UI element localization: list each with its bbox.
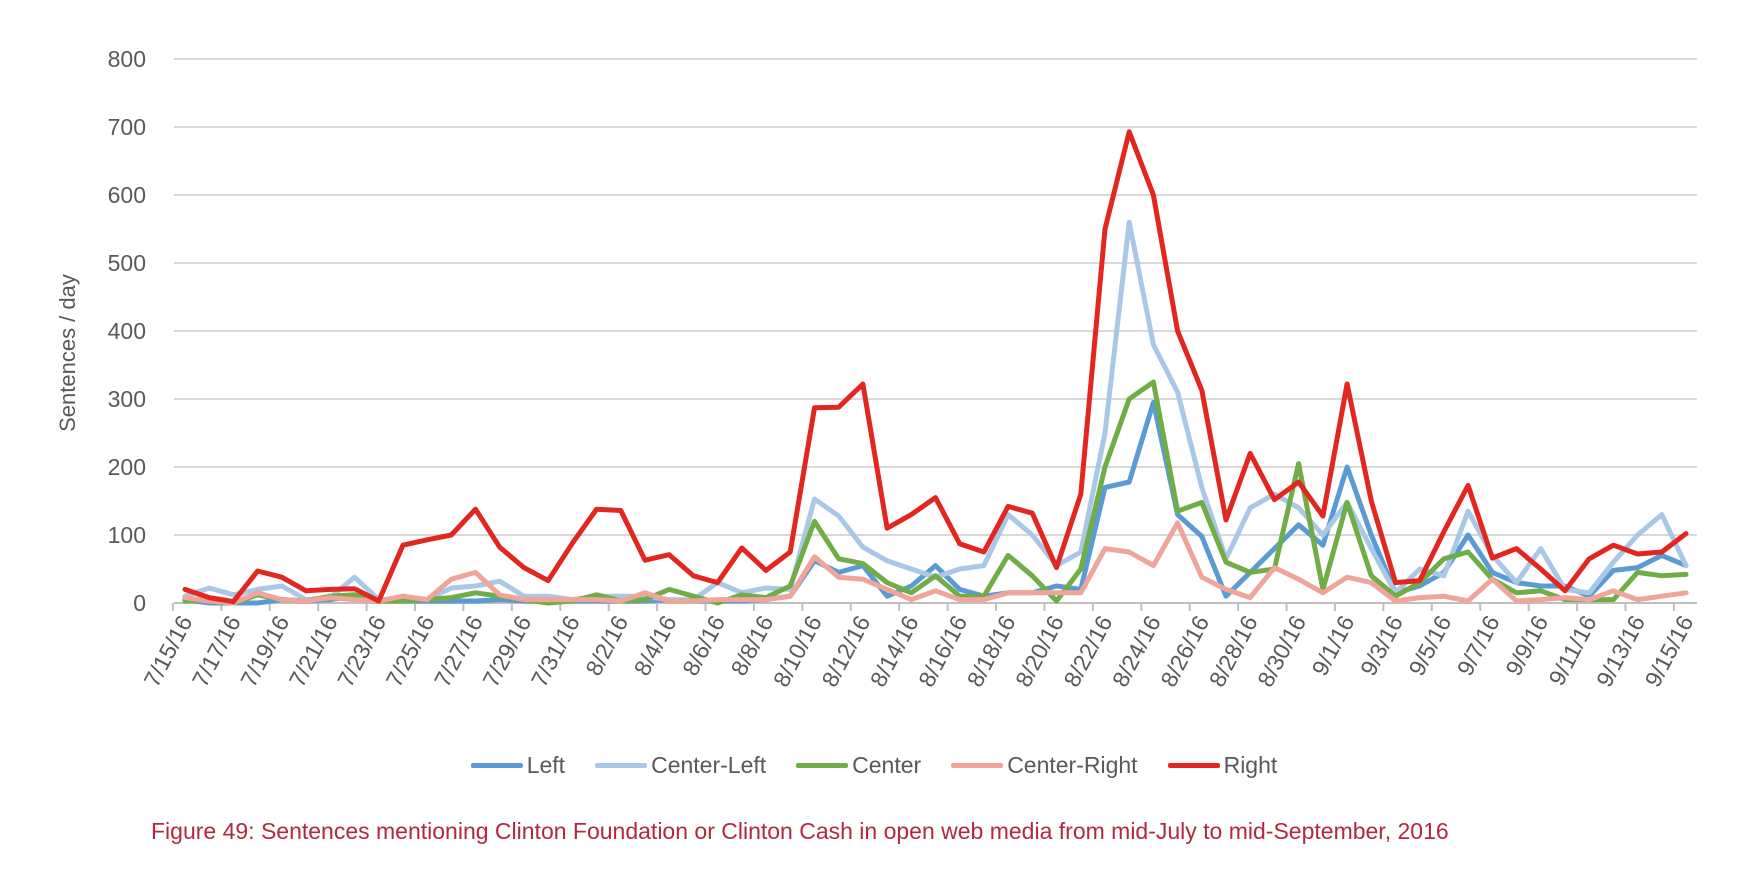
legend-swatch	[1167, 763, 1220, 768]
y-tick-label: 400	[108, 318, 146, 344]
figure-caption: Figure 49: Sentences mentioning Clinton …	[151, 818, 1449, 844]
legend-label: Center-Left	[651, 752, 767, 778]
y-tick-label: 600	[108, 182, 146, 208]
x-tick-label: 9/3/16	[1355, 611, 1408, 680]
legend-label: Left	[526, 752, 566, 778]
x-tick-label: 9/7/16	[1452, 611, 1505, 680]
y-tick-label: 200	[108, 454, 146, 480]
y-tick-label: 500	[108, 250, 146, 276]
legend-item-center-right: Center-Right	[951, 752, 1138, 779]
x-tick-label: 8/8/16	[725, 611, 778, 680]
legend-swatch	[470, 763, 523, 768]
x-tick-label: 8/2/16	[580, 611, 633, 680]
legend-swatch	[951, 763, 1004, 768]
x-tick-label: 9/1/16	[1306, 611, 1359, 680]
legend-item-center-left: Center-Left	[595, 752, 766, 779]
series-line-right	[182, 129, 1689, 605]
y-tick-label: 0	[133, 590, 146, 616]
x-tick-label: 9/5/16	[1403, 611, 1456, 680]
x-tick-label: 8/6/16	[677, 611, 730, 680]
legend-label: Right	[1223, 752, 1278, 778]
y-tick-label: 100	[108, 522, 146, 548]
legend-item-left: Left	[470, 752, 566, 779]
legend-swatch	[595, 763, 648, 768]
x-tick-label: 9/9/16	[1500, 611, 1553, 680]
legend-label: Center-Right	[1007, 752, 1138, 778]
series-line-center-right	[182, 520, 1689, 606]
legend-label: Center	[852, 752, 922, 778]
y-axis-label: Sentences / day	[55, 274, 80, 432]
y-tick-label: 800	[108, 46, 146, 72]
legend: Left Center-Left Center Center-Right Rig…	[0, 752, 1748, 779]
x-tick-label: 8/4/16	[629, 611, 682, 680]
legend-item-right: Right	[1167, 752, 1278, 779]
legend-item-center: Center	[796, 752, 921, 779]
y-tick-label: 300	[108, 386, 146, 412]
legend-swatch	[796, 763, 849, 768]
series-line-center	[182, 379, 1689, 606]
y-tick-label: 700	[108, 114, 146, 140]
